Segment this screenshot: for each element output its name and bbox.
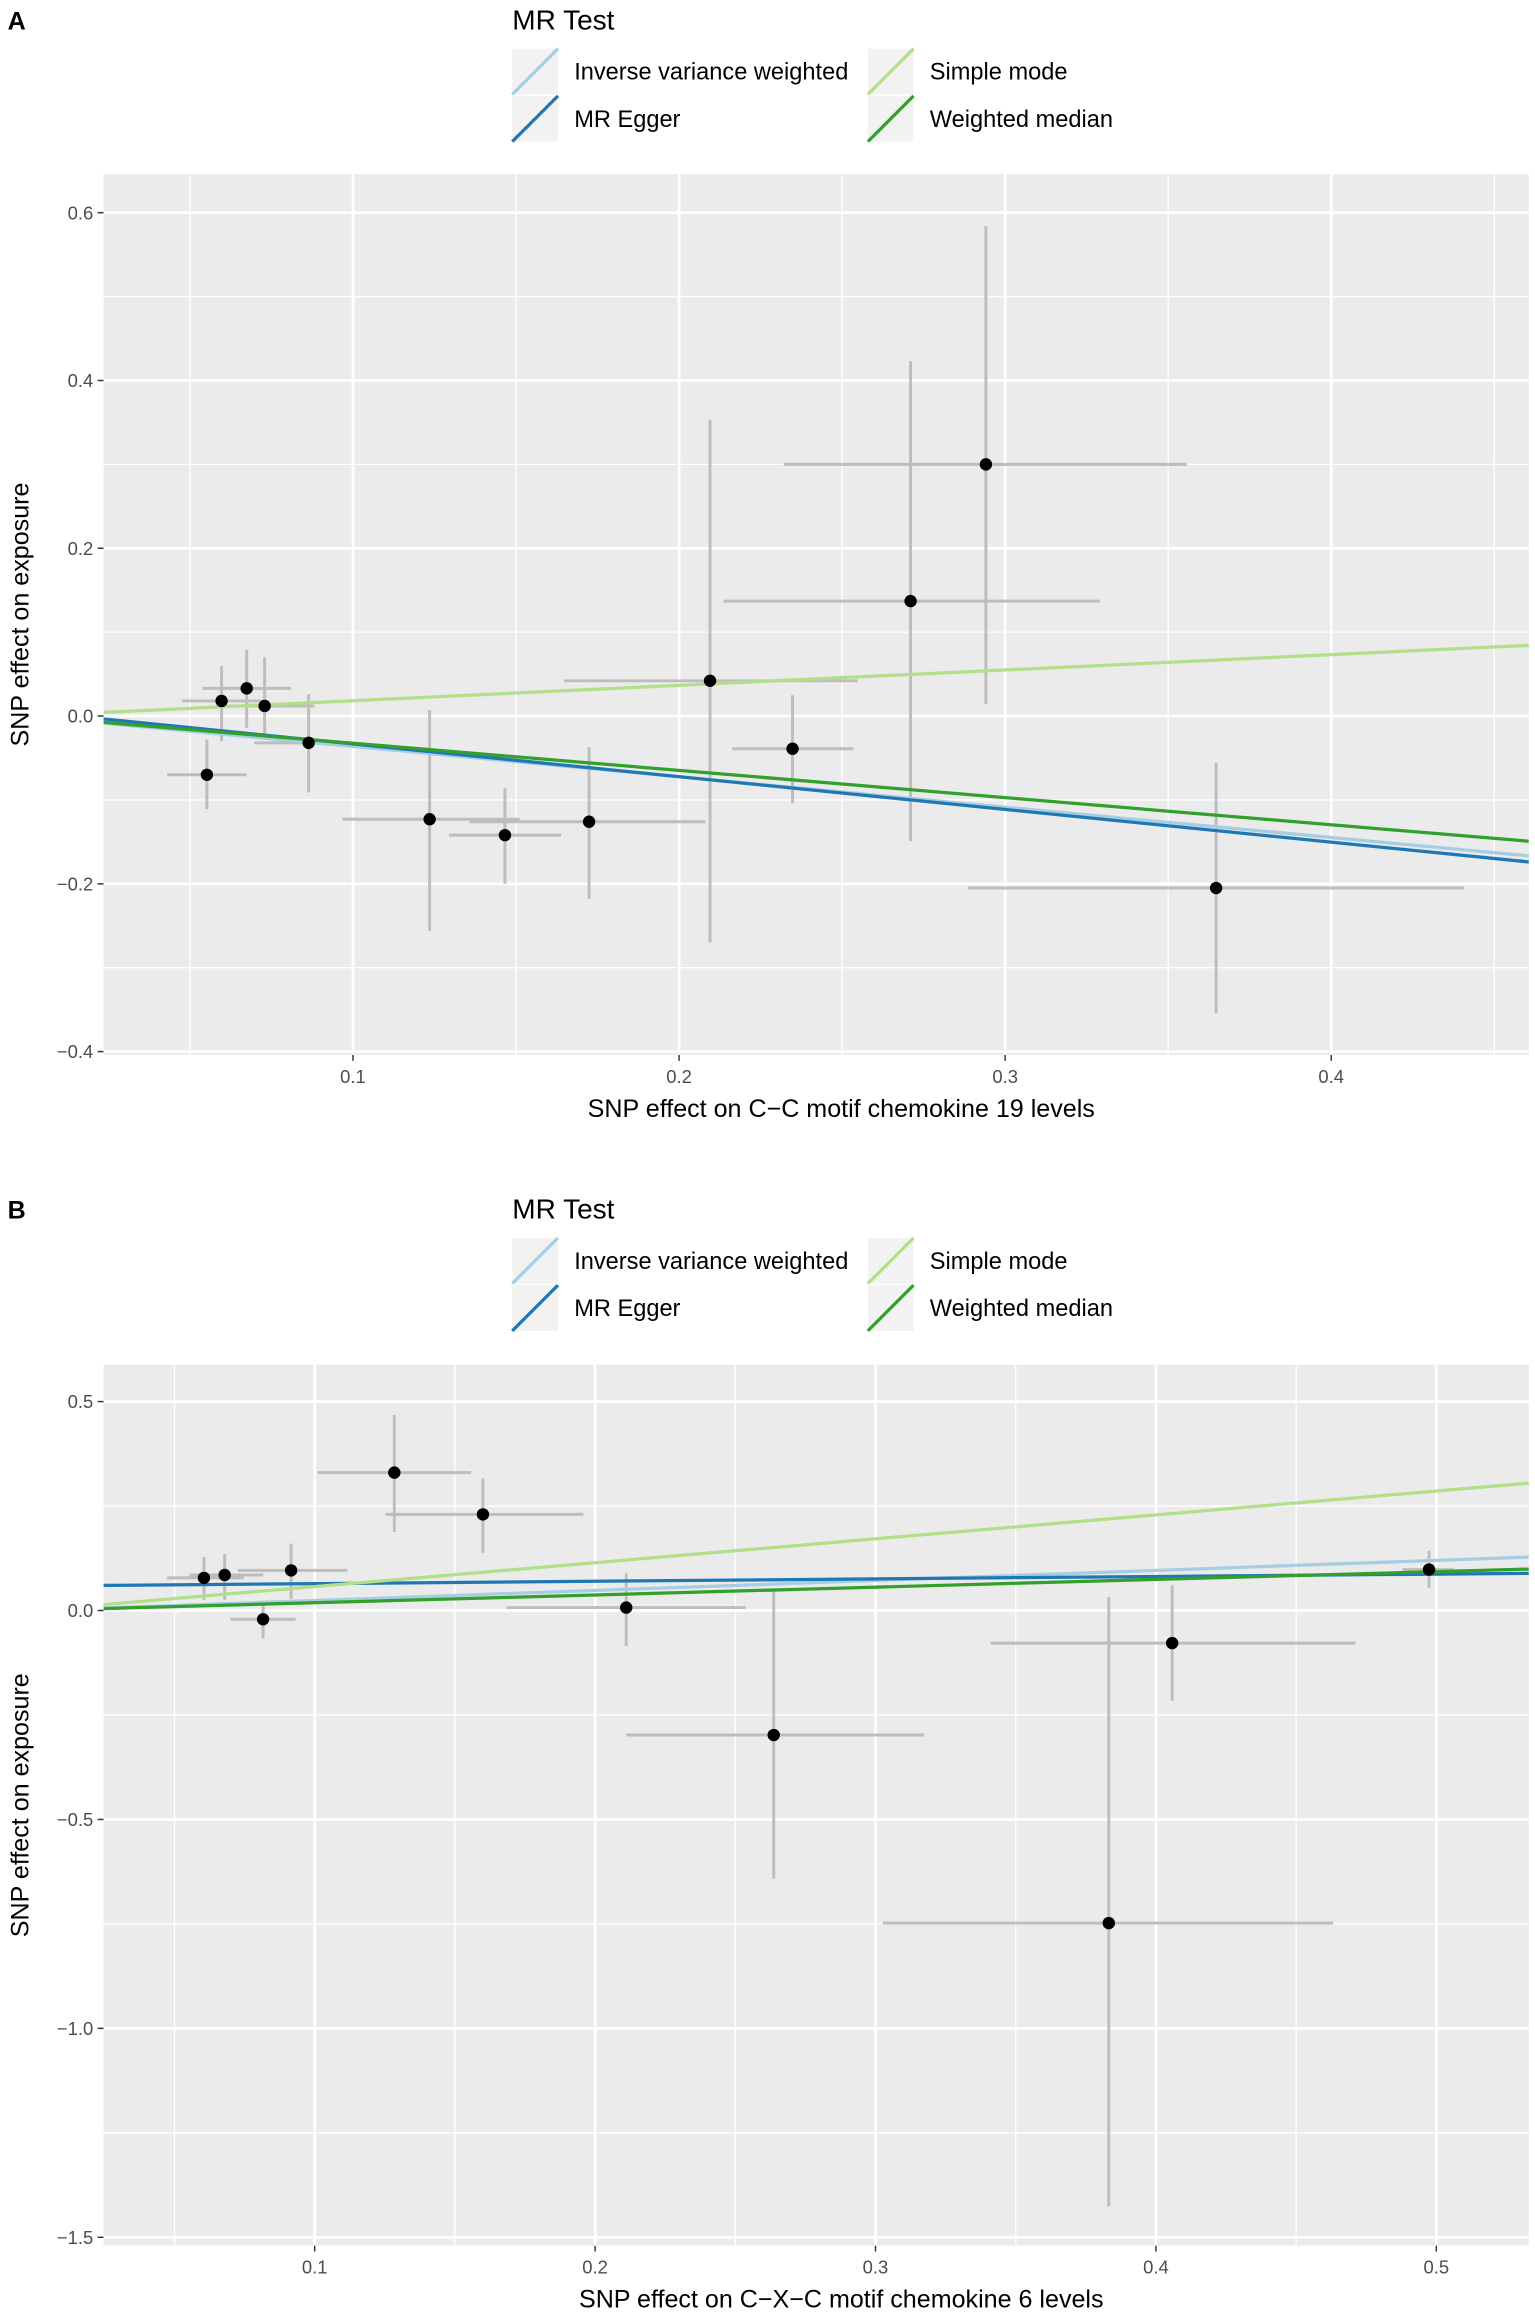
regression-line-simple-mode	[103, 1481, 1529, 1607]
legend-key-line	[511, 47, 560, 96]
legend-title: MR Test	[512, 1194, 614, 1225]
x-tick-label: 0.3	[992, 1066, 1018, 1087]
regression-line-weighted-median	[103, 720, 1529, 843]
regression-line-weighted-median	[103, 1567, 1529, 1611]
x-tick-label: 0.4	[1143, 2257, 1169, 2278]
x-tick-label: 0.4	[1318, 1066, 1344, 1087]
legend-item: Inverse variance weighted	[511, 1236, 848, 1285]
data-point	[582, 815, 596, 828]
data-point	[1209, 881, 1223, 895]
data-point	[284, 1564, 298, 1577]
legend-key-line	[866, 1236, 915, 1285]
legend-item: MR Egger	[511, 94, 681, 143]
regression-line-inverse-variance-weighted	[103, 1555, 1529, 1610]
data-point	[476, 1508, 490, 1521]
data-point	[256, 1613, 270, 1626]
data-point	[302, 736, 315, 750]
legend-label: MR Egger	[574, 1296, 680, 1322]
legend-key-line	[511, 1236, 560, 1285]
x-tick-label: 0.1	[340, 1066, 366, 1087]
y-tick-label: 0.6	[68, 202, 94, 223]
data-point	[979, 458, 993, 471]
y-tick-label: −1.0	[57, 2018, 93, 2039]
plot-background	[103, 174, 1529, 1055]
panel-label: B	[8, 1197, 26, 1225]
y-axis-title: SNP effect on exposure	[6, 483, 34, 747]
data-point	[200, 768, 214, 781]
data-point	[620, 1601, 633, 1614]
data-point	[1165, 1636, 1179, 1650]
legend-label: Simple mode	[930, 1249, 1068, 1275]
legend-key-line	[511, 94, 560, 143]
y-tick-label: 0.5	[68, 1391, 94, 1412]
panel-b: B MR Test Inverse variance weighted MR Egge…	[6, 1194, 1529, 2314]
plot-background	[103, 1364, 1529, 2246]
legend-key-line	[511, 1283, 560, 1333]
legend: MR Test Inverse variance weighted MR Egger…	[511, 1194, 1113, 1333]
data-point	[215, 694, 228, 708]
legend-item: Simple mode	[866, 1236, 1068, 1285]
y-tick-label: 0.4	[68, 370, 94, 391]
legend-label: Simple mode	[930, 60, 1068, 86]
x-tick-label: 0.2	[582, 2257, 608, 2278]
y-tick-label: −0.5	[57, 1809, 93, 1830]
y-tick-label: 0.0	[68, 706, 94, 727]
legend-label: MR Egger	[574, 107, 680, 133]
legend-item: Weighted median	[866, 94, 1113, 143]
y-tick-label: −0.2	[57, 873, 93, 894]
data-point	[703, 674, 717, 688]
data-point	[1422, 1563, 1436, 1576]
y-tick-label: 0.0	[68, 1600, 94, 1621]
legend-item: MR Egger	[511, 1283, 681, 1333]
legend-item: Weighted median	[866, 1283, 1113, 1333]
legend-key-line	[866, 1283, 915, 1333]
data-point	[1102, 1916, 1115, 1930]
x-tick-label: 0.2	[666, 1066, 692, 1087]
panel-a: A MR Test Inverse variance weighted MR Egge…	[6, 5, 1529, 1123]
legend-label: Inverse variance weighted	[574, 60, 848, 86]
data-point	[218, 1568, 231, 1582]
x-tick-label: 0.1	[302, 2257, 328, 2278]
data-point	[197, 1571, 211, 1585]
legend-title: MR Test	[512, 5, 614, 36]
data-point	[904, 594, 917, 608]
regression-line-simple-mode	[103, 643, 1529, 715]
y-tick-label: 0.2	[68, 538, 94, 559]
data-point	[388, 1466, 401, 1479]
x-axis-title: SNP effect on C−X−C motif chemokine 6 le…	[579, 2286, 1104, 2314]
legend-label: Weighted median	[930, 107, 1113, 133]
y-tick-label: −0.4	[57, 1041, 93, 1062]
y-tick-label: −1.5	[57, 2227, 93, 2248]
x-tick-label: 0.5	[1423, 2257, 1449, 2278]
data-point	[498, 828, 512, 842]
plot-area	[103, 1414, 1529, 2207]
x-axis-title: SNP effect on C−C motif chemokine 19 lev…	[588, 1095, 1095, 1123]
legend-key-line	[866, 47, 915, 96]
legend-item: Inverse variance weighted	[511, 47, 848, 96]
panel-label: A	[8, 8, 26, 36]
legend-key-line	[866, 94, 915, 143]
legend-label: Weighted median	[930, 1296, 1113, 1322]
data-point	[258, 699, 271, 713]
data-point	[240, 682, 253, 695]
legend-item: Simple mode	[866, 47, 1068, 96]
y-axis-title: SNP effect on exposure	[6, 1673, 34, 1937]
data-point	[767, 1728, 780, 1742]
plot-area	[103, 226, 1529, 1014]
x-tick-label: 0.3	[863, 2257, 889, 2278]
legend-label: Inverse variance weighted	[574, 1249, 848, 1275]
legend: MR Test Inverse variance weighted MR Egger…	[511, 5, 1113, 143]
data-point	[786, 742, 799, 755]
data-point	[423, 813, 436, 826]
